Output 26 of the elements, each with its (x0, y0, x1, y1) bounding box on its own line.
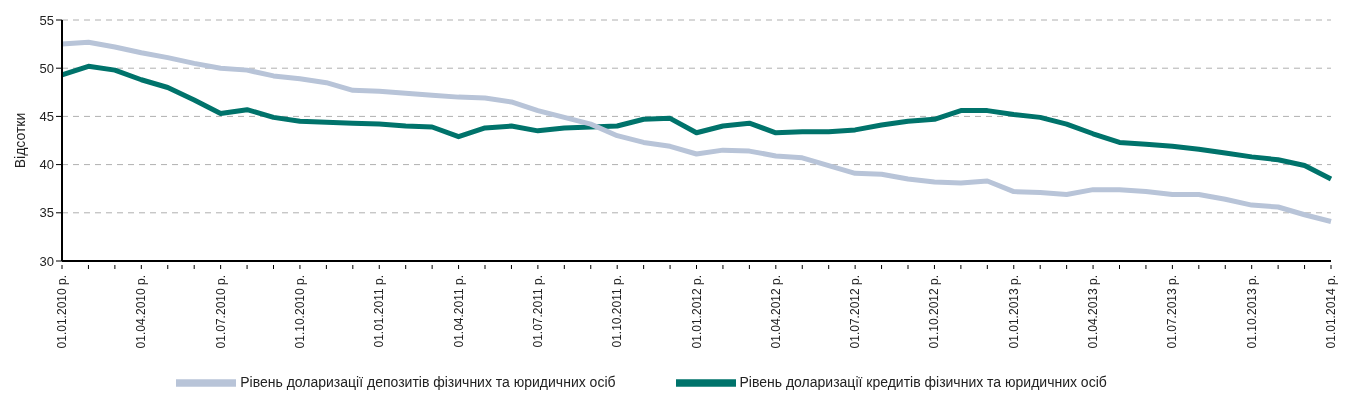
x-tick-label: 01.10.2013 р. (1244, 275, 1259, 349)
x-tick-label: 01.01.2011 р. (372, 275, 387, 348)
x-tick-label: 01.07.2013 р. (1165, 275, 1180, 349)
y-axis-title: Відсотки (11, 112, 28, 169)
x-tick-label: 01.01.2013 р. (1006, 275, 1021, 349)
x-tick-label: 01.10.2012 р. (927, 275, 942, 349)
y-tick-label: 40 (39, 157, 54, 173)
y-tick-label: 30 (39, 253, 54, 269)
x-tick-label: 01.07.2011 р. (530, 275, 545, 348)
x-tick-label: 01.04.2013 р. (1086, 275, 1101, 349)
x-tick-label: 01.01.2010 р. (55, 275, 69, 349)
legend-label: Рівень доларизації кредитів фізичних та юридичних осіб (739, 373, 1107, 390)
x-tick-label: 01.07.2012 р. (848, 275, 863, 349)
x-tick-label: 01.07.2010 р. (213, 275, 228, 349)
y-tick-label: 35 (39, 205, 54, 221)
x-tick-label: 01.04.2010 р. (134, 275, 149, 349)
y-tick-label: 45 (39, 109, 54, 125)
x-tick-label: 01.01.2012 р. (689, 275, 704, 349)
y-tick-label: 55 (39, 12, 54, 28)
x-tick-label: 01.01.2014 р. (1324, 275, 1338, 349)
x-tick-label: 01.10.2010 р. (292, 275, 307, 349)
y-tick-label: 50 (39, 60, 54, 76)
x-tick-label: 01.10.2011 р. (610, 275, 625, 348)
x-tick-label: 01.04.2011 р. (451, 275, 466, 348)
x-tick-label: 01.04.2012 р. (768, 275, 783, 349)
legend-label: Рівень доларизації депозитів фізичних та юридичних осіб (240, 373, 616, 390)
